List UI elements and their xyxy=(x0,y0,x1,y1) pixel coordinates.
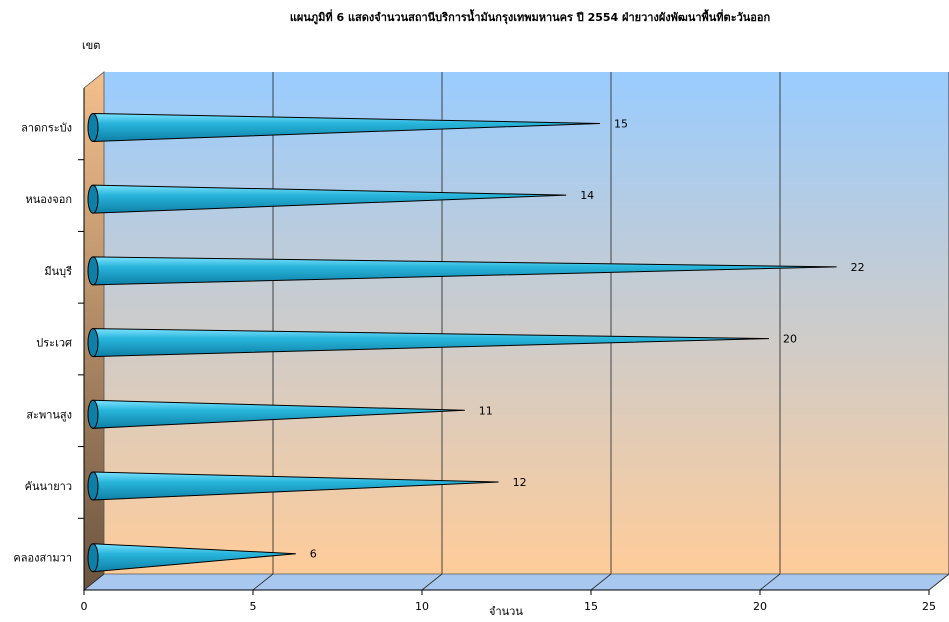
y-tick-label: ประเวศ xyxy=(36,337,72,350)
bar-base xyxy=(87,112,99,142)
floor-gridline xyxy=(83,573,105,591)
data-label: 15 xyxy=(614,117,628,130)
x-tick-label: 5 xyxy=(250,600,257,613)
y-tick-label: สะพานสูง xyxy=(26,408,72,421)
bar-base xyxy=(87,399,99,429)
floor-gridline xyxy=(759,573,781,591)
bar-base xyxy=(87,256,99,286)
y-tick-label: หนองจอก xyxy=(26,193,72,206)
data-label: 20 xyxy=(783,333,797,346)
data-label: 12 xyxy=(513,476,527,489)
data-label: 22 xyxy=(851,261,865,274)
y-tick-label: มีนบุรี xyxy=(44,265,72,278)
data-label: 14 xyxy=(580,189,594,202)
floor-gridline xyxy=(590,573,612,591)
floor-gridline xyxy=(421,573,443,591)
y-tick-label: คันนายาว xyxy=(25,480,72,493)
bar-base xyxy=(87,471,99,501)
floor-gridline xyxy=(252,573,274,591)
x-axis-label: จำนวน xyxy=(489,605,523,618)
floor-gridline xyxy=(928,573,949,591)
data-label: 6 xyxy=(310,548,317,561)
floor xyxy=(82,573,949,591)
y-axis-label: เขต xyxy=(82,39,100,52)
plot-area: 0 5 10 15 20 25 ลาดกระบัง 15 หนองจอก 14 มีนบุรี 22 ป… xyxy=(13,71,949,613)
x-tick-label: 15 xyxy=(584,600,598,613)
x-tick-label: 20 xyxy=(753,600,767,613)
x-tick-label: 25 xyxy=(922,600,936,613)
bar-base xyxy=(87,184,99,214)
y-tick-label: ลาดกระบัง xyxy=(21,121,72,134)
data-label: 11 xyxy=(479,404,493,417)
x-tick-label: 0 xyxy=(81,600,88,613)
bar-base xyxy=(87,543,99,573)
bar-base xyxy=(87,328,99,358)
x-tick-label: 10 xyxy=(415,600,429,613)
chart-title: แผนภูมิที่ 6 แสดงจำนวนสถานีบริการน้ำมันก… xyxy=(290,9,771,25)
back-wall xyxy=(104,72,949,574)
y-tick-label: คลองสามวา xyxy=(13,552,72,565)
